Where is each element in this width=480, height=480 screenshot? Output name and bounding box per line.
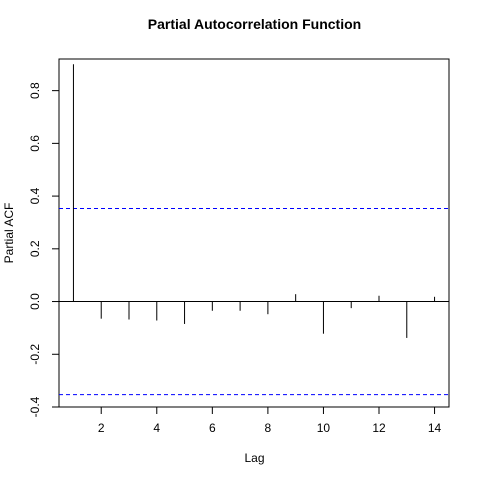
x-axis: 2 4 6 8 10 12 14 [98,407,442,435]
y-tick-label: 0.2 [28,240,42,257]
y-tick-label: 0.6 [28,135,42,152]
x-axis-label: Lag [244,451,264,465]
x-tick-label: 14 [428,421,442,435]
y-tick-label: 0.8 [28,82,42,99]
y-tick-label: -0.2 [28,344,42,365]
x-tick-label: 6 [209,421,216,435]
x-tick-label: 10 [317,421,331,435]
x-tick-label: 8 [265,421,272,435]
plot-content [59,64,449,396]
chart-title: Partial Autocorrelation Function [148,16,361,32]
plot-frame [58,58,450,408]
y-axis: -0.4 -0.2 0.0 0.2 0.4 0.6 0.8 [28,82,59,417]
y-tick-label: 0.0 [28,293,42,310]
x-tick-label: 12 [372,421,386,435]
y-tick-label: -0.4 [28,396,42,417]
x-tick-label: 4 [153,421,160,435]
y-axis-label: Partial ACF [2,203,16,264]
x-tick-label: 2 [98,421,105,435]
y-tick-label: 0.4 [28,187,42,204]
